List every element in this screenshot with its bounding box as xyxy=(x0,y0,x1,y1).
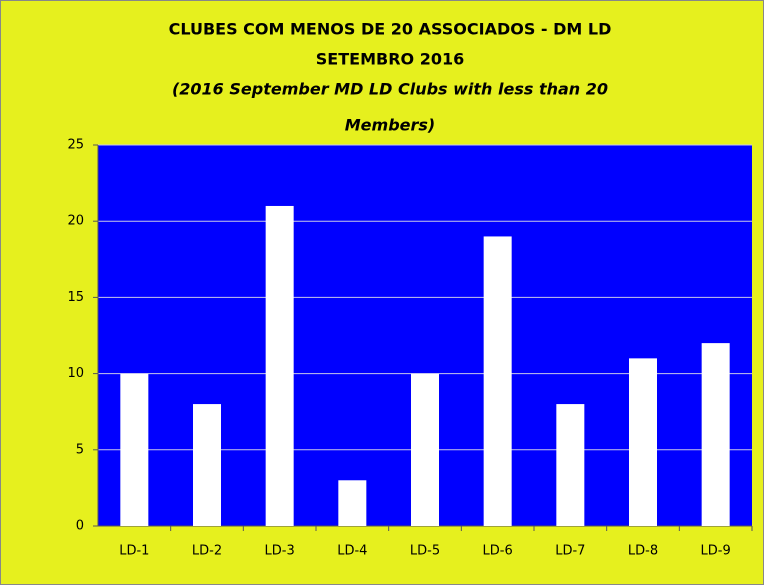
bar xyxy=(120,373,149,526)
bar xyxy=(629,358,657,526)
y-tick-label: 25 xyxy=(67,138,84,153)
x-tick-label: LD-6 xyxy=(483,544,513,559)
x-tick-label: LD-3 xyxy=(265,544,295,559)
x-tick-label: LD-5 xyxy=(410,544,440,559)
y-tick-label: 0 xyxy=(76,519,84,534)
bar xyxy=(556,404,585,526)
chart-subtitle: (2016 September MD LD Clubs with less th… xyxy=(172,80,608,99)
chart-title: CLUBES COM MENOS DE 20 ASSOCIADOS - DM L… xyxy=(169,20,612,39)
bar xyxy=(265,205,294,526)
y-tick-label: 15 xyxy=(67,290,84,305)
bar xyxy=(411,373,439,526)
bar xyxy=(483,236,512,526)
y-tick-label: 10 xyxy=(67,366,84,381)
x-tick-label: LD-2 xyxy=(192,544,222,559)
chart-title: SETEMBRO 2016 xyxy=(316,50,464,69)
x-tick-label: LD-8 xyxy=(628,544,658,559)
bar xyxy=(701,343,730,526)
bar xyxy=(193,404,221,526)
bar xyxy=(338,480,367,526)
chart-subtitle: Members) xyxy=(345,116,435,135)
y-tick-label: 20 xyxy=(67,214,84,229)
x-tick-label: LD-4 xyxy=(337,544,367,559)
x-tick-label: LD-1 xyxy=(119,544,149,559)
x-tick-label: LD-9 xyxy=(701,544,731,559)
x-tick-label: LD-7 xyxy=(555,544,585,559)
y-tick-label: 5 xyxy=(76,442,84,457)
